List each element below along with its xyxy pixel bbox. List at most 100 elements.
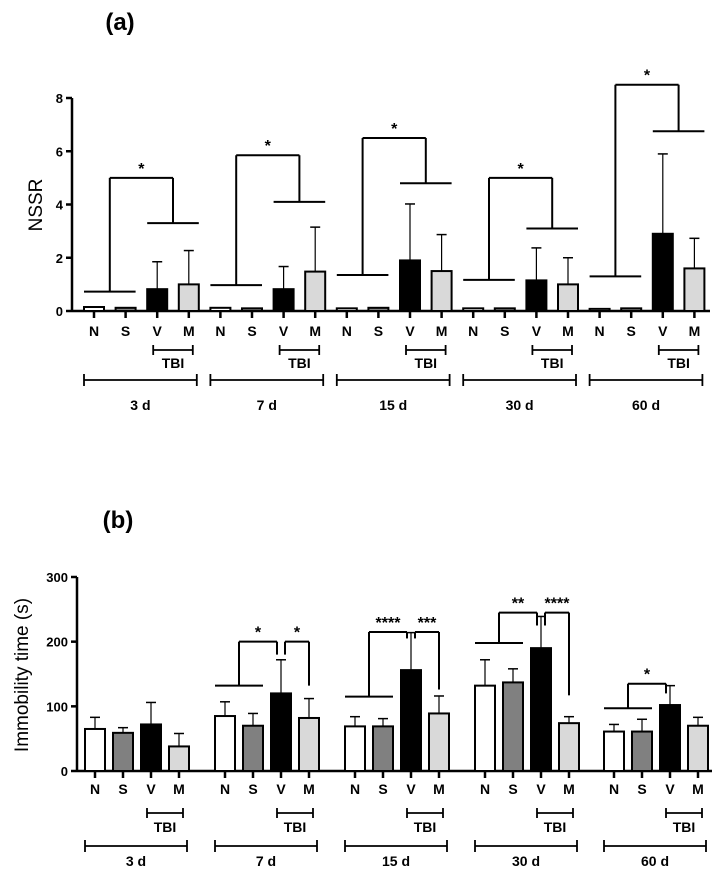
significance-label: ***	[418, 615, 437, 632]
group-label: M	[183, 323, 195, 339]
bar-V-15d	[399, 259, 421, 313]
tbi-label: TBI	[415, 355, 438, 371]
bar-V-60d	[651, 232, 674, 313]
tbi-label: TBI	[414, 819, 437, 835]
bar-V-30d	[530, 647, 552, 773]
y-tick-label: 100	[46, 699, 68, 714]
significance-label: *	[517, 161, 524, 178]
time-point-label: 60 d	[641, 853, 669, 869]
y-tick-label: 4	[56, 198, 64, 213]
significance-label: *	[294, 625, 301, 642]
time-point-label: 60 d	[632, 397, 660, 413]
group-label: S	[248, 781, 257, 797]
group-label: M	[562, 323, 574, 339]
group-label: N	[220, 781, 230, 797]
time-point-label: 15 d	[379, 397, 407, 413]
group-label: N	[480, 781, 490, 797]
bar-S-3d	[112, 731, 134, 773]
y-tick-label: 300	[46, 570, 68, 585]
bar-M-7d	[298, 716, 320, 772]
bar-N-30d	[462, 307, 485, 312]
group-label: S	[637, 781, 646, 797]
group-label: M	[303, 781, 315, 797]
group-label: M	[692, 781, 704, 797]
y-tick-label: 200	[46, 635, 68, 650]
group-label: S	[627, 323, 636, 339]
bar-M-30d	[557, 283, 579, 312]
bar-N-7d	[209, 306, 232, 312]
tbi-label: TBI	[544, 819, 567, 835]
group-label: N	[342, 323, 352, 339]
bar-M-60d	[683, 267, 706, 312]
group-label: M	[433, 781, 445, 797]
tbi-label: TBI	[541, 355, 564, 371]
group-label: S	[508, 781, 517, 797]
bar-M-60d	[687, 724, 709, 773]
bar-S-30d	[502, 681, 524, 773]
group-label: V	[405, 323, 415, 339]
tbi-label: TBI	[162, 355, 185, 371]
time-point-label: 3 d	[126, 853, 146, 869]
significance-label: *	[255, 625, 262, 642]
group-label: V	[153, 323, 163, 339]
bar-M-15d	[428, 712, 450, 772]
y-tick-label: 6	[56, 144, 63, 159]
bar-S-15d	[372, 725, 394, 773]
bar-V-3d	[146, 288, 169, 313]
bar-M-15d	[430, 270, 453, 312]
tbi-label: TBI	[154, 819, 177, 835]
bar-S-60d	[631, 730, 653, 773]
y-axis-label: NSSR	[26, 179, 47, 232]
group-label: M	[689, 323, 701, 339]
bar-V-7d	[270, 692, 292, 773]
group-label: N	[90, 781, 100, 797]
significance-label: *	[644, 68, 651, 85]
bar-V-7d	[272, 288, 295, 313]
group-label: S	[500, 323, 509, 339]
significance-label: ****	[376, 615, 402, 632]
bar-N-3d	[83, 306, 105, 313]
group-label: S	[121, 323, 130, 339]
bar-N-15d	[335, 307, 358, 312]
significance-label: **	[512, 596, 525, 613]
significance-label: ****	[545, 596, 571, 613]
bar-N-3d	[84, 727, 106, 773]
y-tick-label: 0	[61, 764, 68, 779]
time-point-label: 3 d	[130, 397, 150, 413]
time-point-label: 7 d	[256, 853, 276, 869]
time-point-label: 15 d	[382, 853, 410, 869]
bar-M-3d	[177, 283, 200, 312]
bar-S-15d	[367, 306, 390, 312]
bar-S-30d	[493, 307, 516, 312]
tbi-label: TBI	[284, 819, 307, 835]
group-label: N	[468, 323, 478, 339]
time-point-label: 30 d	[512, 853, 540, 869]
bar-N-7d	[214, 715, 236, 772]
y-tick-label: 0	[56, 304, 63, 319]
bar-N-60d	[603, 730, 625, 773]
group-label: S	[118, 781, 127, 797]
significance-label: *	[265, 138, 272, 155]
significance-label: *	[138, 161, 145, 178]
group-label: V	[536, 781, 546, 797]
group-label: M	[309, 323, 321, 339]
group-label: V	[146, 781, 156, 797]
y-axis-label: Immobility time (s)	[12, 598, 33, 752]
tbi-label: TBI	[288, 355, 311, 371]
bar-N-30d	[474, 684, 496, 773]
significance-label: *	[391, 121, 398, 138]
time-point-label: 7 d	[257, 397, 277, 413]
group-label: N	[215, 323, 225, 339]
bar-V-60d	[659, 704, 681, 772]
bar-S-3d	[114, 306, 137, 312]
y-tick-label: 2	[56, 251, 63, 266]
group-label: N	[89, 323, 99, 339]
bar-N-60d	[588, 307, 611, 312]
group-label: S	[374, 323, 383, 339]
bar-V-3d	[140, 723, 162, 773]
group-label: S	[378, 781, 387, 797]
bar-M-7d	[304, 270, 327, 312]
group-label: M	[173, 781, 185, 797]
bar-V-15d	[400, 669, 422, 772]
